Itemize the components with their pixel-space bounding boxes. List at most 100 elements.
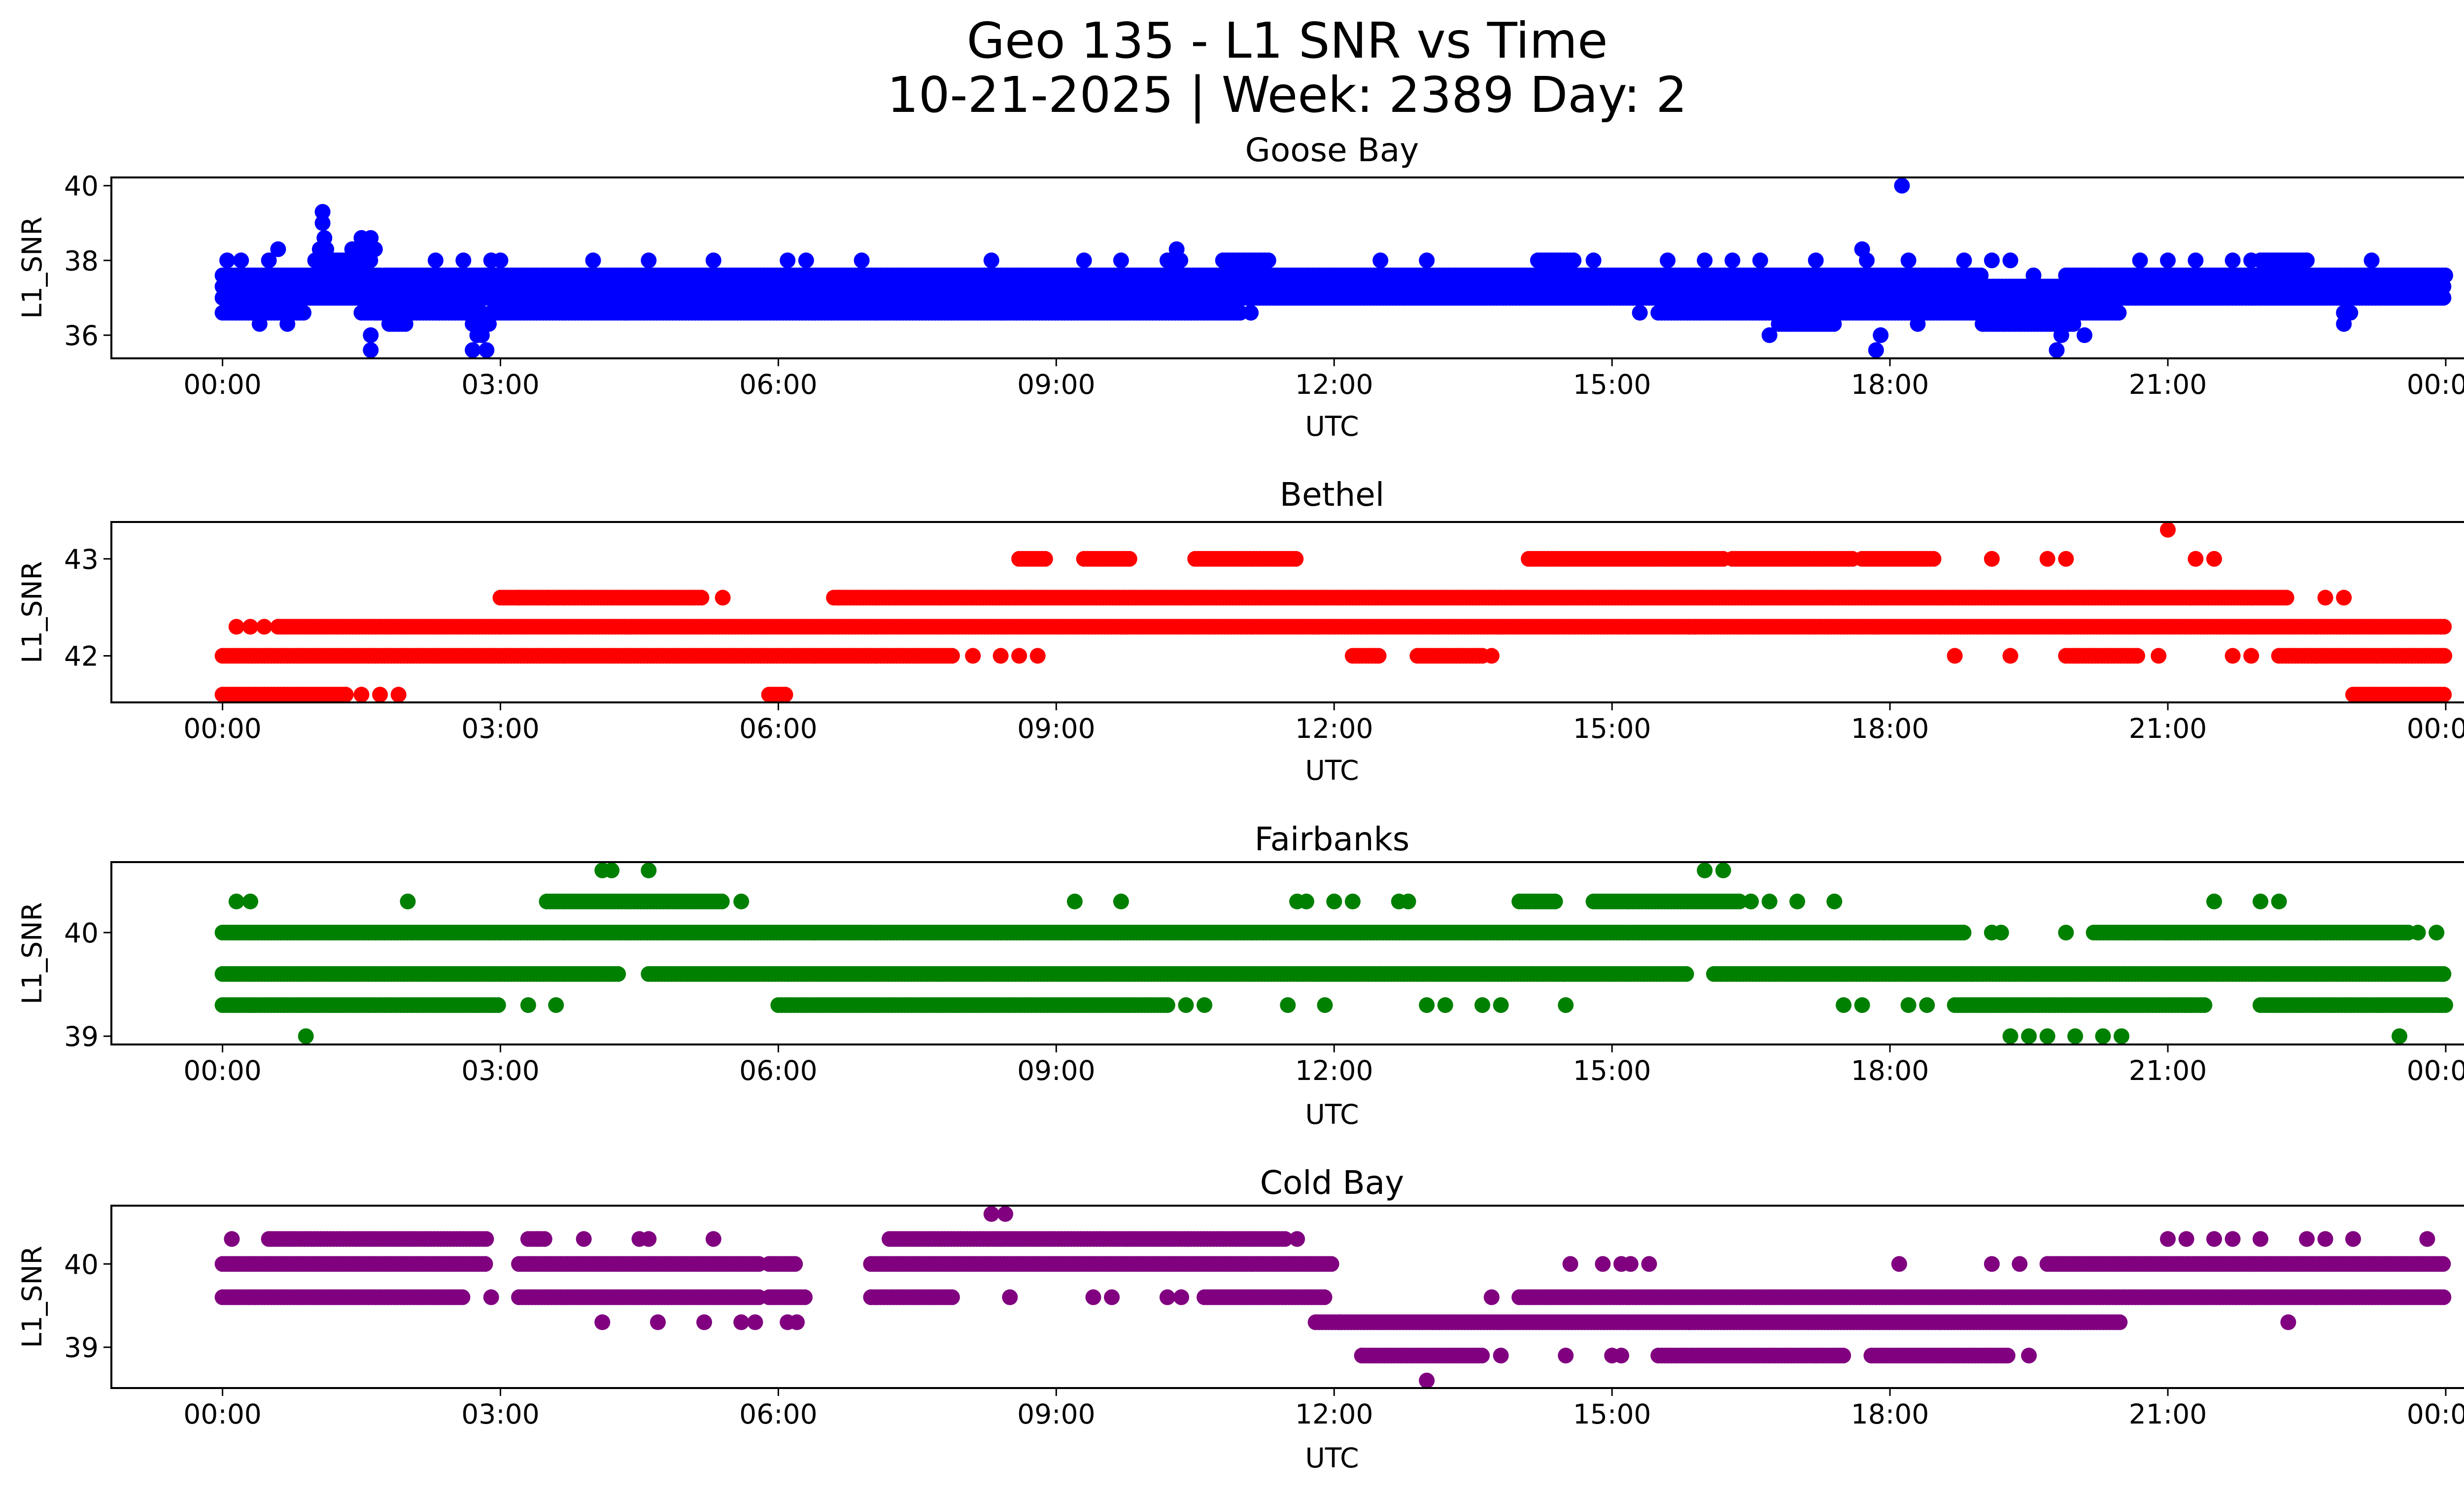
data-point <box>1483 648 1500 664</box>
data-point <box>1243 305 1259 321</box>
x-axis-label: UTC <box>1305 1099 1359 1130</box>
data-point <box>2436 619 2452 635</box>
data-point <box>2278 590 2294 606</box>
data-point <box>1724 252 1741 269</box>
panel-title: Goose Bay <box>1245 131 1419 169</box>
data-point <box>481 316 497 332</box>
data-point <box>2336 316 2352 332</box>
data-point <box>1808 252 1824 269</box>
data-point <box>1076 252 1092 269</box>
data-point <box>830 590 847 606</box>
data-point <box>1984 551 2000 567</box>
data-point <box>2243 252 2259 269</box>
data-point <box>2437 267 2453 283</box>
data-point <box>1873 327 1889 343</box>
x-axis-label: UTC <box>1305 755 1359 786</box>
data-point <box>1288 551 1304 567</box>
chart-title: Geo 135 - L1 SNR vs Time <box>967 12 1608 70</box>
data-point <box>1029 648 1046 664</box>
data-point <box>219 252 235 269</box>
data-point <box>1370 648 1387 664</box>
panel-title: Bethel <box>1280 476 1385 514</box>
scatter-points <box>214 177 2453 358</box>
data-point <box>2111 305 2127 321</box>
axes: 00:00 03:00 06:00 09:00 12:00 15:00 18:00 21:00… <box>64 521 2464 744</box>
x-tick-label: 06:00 <box>739 369 818 400</box>
data-point <box>256 619 273 635</box>
data-point <box>2243 648 2259 664</box>
data-point <box>1660 252 1676 269</box>
data-point <box>1260 252 1276 269</box>
x-axis-label: UTC <box>1305 411 1359 442</box>
data-point <box>492 252 509 269</box>
data-point <box>2317 590 2333 606</box>
y-axis-label: L1_SNR <box>16 561 48 663</box>
data-point <box>983 252 999 269</box>
data-point <box>2160 522 2176 538</box>
y-axis-label: L1_SNR <box>16 216 48 318</box>
data-point <box>1947 648 1963 664</box>
data-point <box>1910 316 1926 332</box>
y-tick-label: 38 <box>64 245 99 277</box>
axes-frame <box>110 521 2464 703</box>
y-tick-label: 43 <box>64 544 99 575</box>
axes: 00:00 03:00 06:00 09:00 12:00 15:00 18:00 21:00… <box>64 171 2464 400</box>
y-tick-label: 42 <box>64 641 99 672</box>
data-point <box>2206 551 2222 567</box>
data-point <box>1113 252 1129 269</box>
x-tick-label: 03:00 <box>461 369 540 400</box>
data-point <box>1984 252 2000 269</box>
data-point <box>780 252 796 269</box>
data-point <box>1900 252 1916 269</box>
data-point <box>693 590 710 606</box>
x-tick-label: 00:00 <box>2407 713 2464 744</box>
data-point <box>1956 252 1972 269</box>
data-point <box>1419 252 1435 269</box>
data-point <box>353 687 370 702</box>
data-point <box>314 215 331 231</box>
data-point <box>992 648 1009 664</box>
x-tick-label: 12:00 <box>1295 713 1373 744</box>
data-point <box>798 252 814 269</box>
data-point <box>705 252 721 269</box>
data-point <box>1925 551 1942 567</box>
data-point <box>539 590 555 606</box>
panel-bethel: Bethel L1_SNR UTC 00:00 03:00 06:00 09:00 12… <box>16 476 2464 786</box>
data-point <box>1752 252 1768 269</box>
data-point <box>316 230 333 246</box>
data-point <box>585 252 601 269</box>
data-point <box>1585 252 1602 269</box>
data-point <box>251 316 268 332</box>
data-point <box>1632 305 1648 321</box>
axes-frame <box>110 176 2464 359</box>
data-point <box>1121 551 1137 567</box>
data-point <box>2224 252 2241 269</box>
panel-goose-bay: Goose Bay L1_SNR UTC 00:00 03:00 06:00 09:0… <box>16 131 2464 442</box>
data-point <box>427 252 444 269</box>
data-point <box>2129 648 2145 664</box>
data-point <box>2025 267 2042 283</box>
data-point <box>455 252 472 269</box>
data-point <box>2065 316 2082 332</box>
data-point <box>465 342 481 358</box>
data-point <box>2151 648 2167 664</box>
data-point <box>474 327 490 343</box>
data-point <box>2053 327 2069 343</box>
data-point <box>944 648 960 664</box>
data-point <box>2188 551 2204 567</box>
data-point <box>2076 327 2092 343</box>
data-point <box>2002 648 2019 664</box>
data-point <box>363 327 379 343</box>
data-point <box>1894 177 1910 194</box>
data-point <box>2436 687 2452 702</box>
data-point <box>1761 327 1778 343</box>
data-point <box>242 619 258 635</box>
data-point <box>1011 648 1027 664</box>
x-tick-label: 21:00 <box>2129 369 2207 400</box>
x-tick-label: 09:00 <box>1017 713 1095 744</box>
x-tick-label: 00:00 <box>183 369 262 400</box>
data-point <box>715 590 731 606</box>
data-point <box>363 230 379 246</box>
panel-fairbanks: Fairbanks L1_SNR UTC 00:00 03:00 06:00 09:0… <box>16 820 2464 1130</box>
